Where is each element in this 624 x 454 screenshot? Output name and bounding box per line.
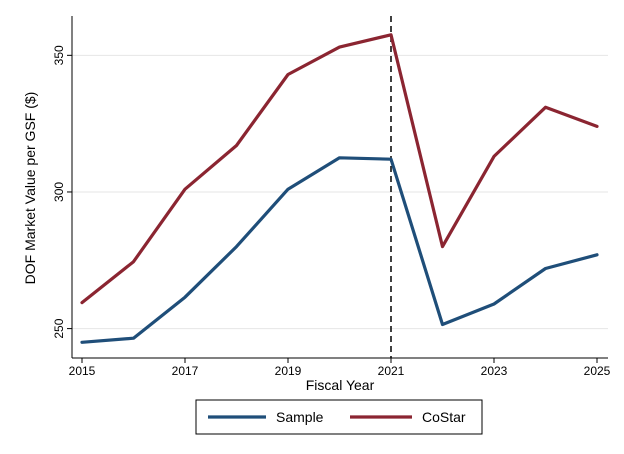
series-line-sample [80, 156, 599, 344]
y-tick-label: 250 [52, 318, 66, 338]
tick-labels: 250 300 350 2015 2017 2019 2021 2023 2025 [52, 45, 610, 378]
x-tick-label: 2025 [584, 364, 611, 378]
legend-label-costar: CoStar [422, 409, 466, 425]
x-tick-label: 2023 [481, 364, 508, 378]
axes [67, 16, 608, 363]
series-line-costar [80, 33, 599, 305]
x-tick-label: 2019 [275, 364, 302, 378]
legend-label-sample: Sample [276, 409, 324, 425]
x-tick-label: 2015 [69, 364, 96, 378]
gridlines [72, 54, 608, 330]
x-axis-title: Fiscal Year [306, 377, 375, 393]
y-tick-label: 350 [52, 45, 66, 65]
x-tick-label: 2017 [172, 364, 199, 378]
y-tick-label: 300 [52, 182, 66, 202]
y-axis-title: DOF Market Value per GSF ($) [22, 92, 38, 285]
legend: Sample CoStar [195, 399, 483, 435]
series-group [80, 33, 599, 344]
x-tick-label: 2021 [378, 364, 405, 378]
